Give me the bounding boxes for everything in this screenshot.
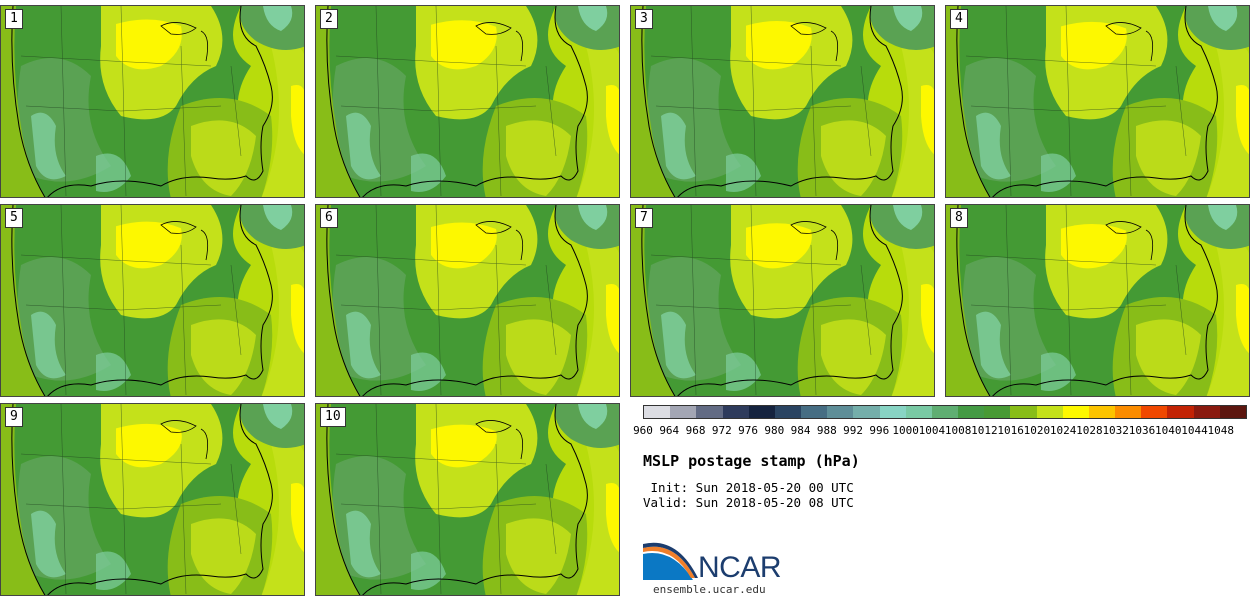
colorbar-swatch	[696, 406, 723, 418]
panel-number: 8	[950, 208, 968, 228]
colorbar-tick-label: 1004	[918, 424, 946, 437]
colorbar-tick-label: 960	[633, 424, 653, 437]
colorbar-swatch	[1010, 406, 1037, 418]
colorbar	[643, 405, 1247, 419]
panel-number: 3	[635, 9, 653, 29]
colorbar-swatch	[722, 406, 749, 418]
colorbar-tick-label: 964	[659, 424, 680, 437]
panel-number: 6	[320, 208, 338, 228]
colorbar-swatch	[774, 406, 802, 418]
map-panel-5: 5	[0, 204, 305, 397]
colorbar-swatch	[905, 406, 932, 418]
colorbar-swatch	[1219, 406, 1246, 418]
colorbar-swatch	[958, 406, 985, 418]
ncar-logo-icon	[643, 542, 698, 580]
colorbar-tick-label: 1036	[1128, 424, 1156, 437]
colorbar-swatch	[1167, 406, 1194, 418]
colorbar-tick-label: 996	[869, 424, 890, 437]
logo-text: NCAR	[698, 551, 782, 584]
colorbar-swatch	[931, 406, 959, 418]
colorbar-tick-label: 1008	[944, 424, 972, 437]
colorbar-tick-label: 968	[685, 424, 706, 437]
colorbar-ticks: 960 964 968 972 976 980 984 988 992 996 1000 1004 10…	[633, 424, 1253, 438]
colorbar-tick-label: 1044	[1181, 424, 1208, 437]
map-panel-3: 3	[630, 5, 935, 198]
panel-number: 5	[5, 208, 23, 228]
colorbar-tick-label: 1032	[1102, 424, 1129, 437]
colorbar-tick-label: 980	[764, 424, 785, 437]
colorbar-swatch	[801, 406, 828, 418]
colorbar-swatch	[644, 406, 671, 418]
colorbar-tick-label: 992	[843, 424, 864, 437]
init-time: Init: Sun 2018-05-20 00 UTC	[643, 480, 854, 495]
colorbar-tick-label: 988	[816, 424, 837, 437]
panel-number: 2	[320, 9, 338, 29]
map-panel-1: 1	[0, 5, 305, 198]
map-panel-2: 2	[315, 5, 620, 198]
panel-number: 7	[635, 208, 653, 228]
colorbar-swatch	[1193, 406, 1220, 418]
colorbar-swatch	[1115, 406, 1142, 418]
colorbar-tick-label: 972	[711, 424, 732, 437]
colorbar-swatch	[984, 406, 1011, 418]
colorbar-swatch	[879, 406, 906, 418]
colorbar-swatch	[670, 406, 697, 418]
colorbar-swatch	[1062, 406, 1089, 418]
map-panel-4: 4	[945, 5, 1250, 198]
colorbar-swatch	[1088, 406, 1116, 418]
map-panel-6: 6	[315, 204, 620, 397]
colorbar-tick-label: 1040	[1154, 424, 1182, 437]
colorbar-swatch	[1141, 406, 1168, 418]
panel-number: 10	[320, 407, 346, 427]
chart-title: MSLP postage stamp (hPa)	[643, 452, 860, 470]
map-panel-9: 9	[0, 403, 305, 596]
colorbar-tick-label: 1000	[892, 424, 919, 437]
colorbar-tick-label: 984	[790, 424, 811, 437]
colorbar-swatch	[853, 406, 880, 418]
colorbar-tick-label: 1012	[971, 424, 998, 437]
valid-time: Valid: Sun 2018-05-20 08 UTC	[643, 495, 854, 510]
map-panel-8: 8	[945, 204, 1250, 397]
panel-number: 4	[950, 9, 968, 29]
colorbar-tick-label: 1048	[1207, 424, 1234, 437]
panel-number: 9	[5, 407, 23, 427]
colorbar-tick-label: 1020	[1023, 424, 1051, 437]
colorbar-swatch	[827, 406, 854, 418]
colorbar-tick-label: 976	[738, 424, 758, 437]
colorbar-tick-label: 1028	[1076, 424, 1103, 437]
colorbar-tick-label: 1024	[1049, 424, 1077, 437]
panel-number: 1	[5, 9, 23, 29]
map-panel-10: 10	[315, 403, 620, 596]
colorbar-tick-label: 1016	[997, 424, 1024, 437]
colorbar-swatch	[748, 406, 775, 418]
map-panel-7: 7	[630, 204, 935, 397]
colorbar-swatch	[1036, 406, 1063, 418]
logo-url: ensemble.ucar.edu	[653, 583, 766, 596]
